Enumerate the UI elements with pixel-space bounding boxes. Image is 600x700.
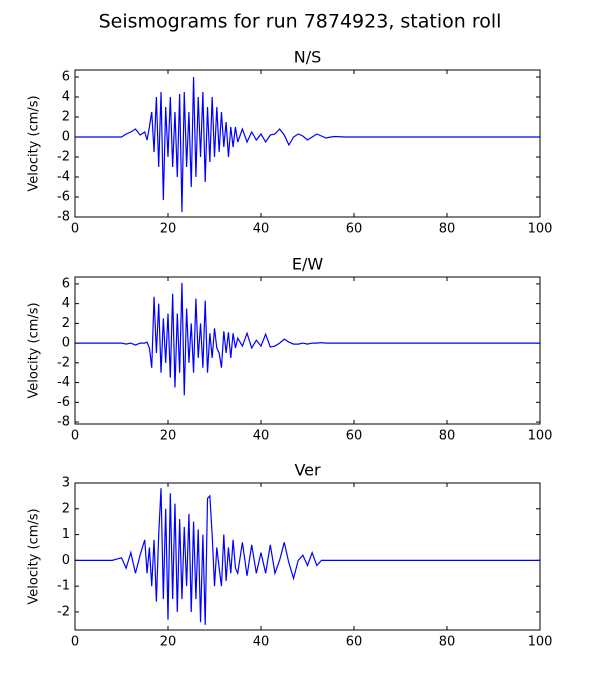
x-tick-label: 40 <box>253 635 270 650</box>
y-tick-label: -2 <box>57 355 70 370</box>
x-tick-label: 20 <box>160 429 177 444</box>
plot-frame <box>74 482 541 631</box>
series-line <box>75 488 540 625</box>
x-tick-label: 100 <box>528 429 553 444</box>
x-tick-label: 0 <box>71 429 79 444</box>
x-tick-label: 60 <box>346 222 363 237</box>
y-tick-label: 1 <box>62 527 70 542</box>
x-tick-label: 40 <box>253 222 270 237</box>
y-tick-label: 2 <box>62 316 70 331</box>
y-tick-label: 4 <box>62 90 70 105</box>
y-tick-label: 6 <box>62 70 70 85</box>
series-line <box>75 76 540 213</box>
figure-title: Seismograms for run 7874923, station rol… <box>99 11 502 33</box>
y-tick-label: -2 <box>57 150 70 165</box>
y-tick-label: -8 <box>57 415 70 430</box>
x-tick-label: 0 <box>71 222 79 237</box>
y-tick-label: -1 <box>57 579 70 594</box>
y-tick-label: -4 <box>57 375 70 390</box>
y-tick-label: 0 <box>62 130 70 145</box>
plot-frame <box>74 276 541 425</box>
subplot-title: Ver <box>294 461 321 480</box>
y-tick-label: 4 <box>62 296 70 311</box>
y-tick-label: 2 <box>62 110 70 125</box>
subplot-title: E/W <box>292 255 324 274</box>
y-axis-label: Velocity (cm/s) <box>27 508 42 604</box>
x-tick-label: 80 <box>439 429 456 444</box>
y-tick-label: -6 <box>57 190 70 205</box>
subplot-title: N/S <box>294 48 322 67</box>
x-tick-label: 20 <box>160 635 177 650</box>
x-tick-label: 100 <box>528 635 553 650</box>
x-tick-label: 80 <box>439 222 456 237</box>
y-tick-label: 2 <box>62 501 70 516</box>
y-tick-label: -6 <box>57 395 70 410</box>
x-tick-label: 20 <box>160 222 177 237</box>
y-tick-label: 6 <box>62 276 70 291</box>
x-tick-label: 80 <box>439 635 456 650</box>
x-tick-label: 60 <box>346 635 363 650</box>
series-line <box>75 282 540 396</box>
y-axis-label: Velocity (cm/s) <box>27 302 42 398</box>
y-tick-label: 0 <box>62 553 70 568</box>
x-tick-label: 60 <box>346 429 363 444</box>
y-tick-label: -2 <box>57 604 70 619</box>
y-axis-label: Velocity (cm/s) <box>27 95 42 191</box>
x-tick-label: 0 <box>71 635 79 650</box>
x-tick-label: 100 <box>528 222 553 237</box>
y-tick-label: -8 <box>57 210 70 225</box>
y-tick-label: -4 <box>57 170 70 185</box>
plot-frame <box>74 69 541 218</box>
y-tick-label: 3 <box>62 476 70 491</box>
y-tick-label: 0 <box>62 336 70 351</box>
x-tick-label: 40 <box>253 429 270 444</box>
